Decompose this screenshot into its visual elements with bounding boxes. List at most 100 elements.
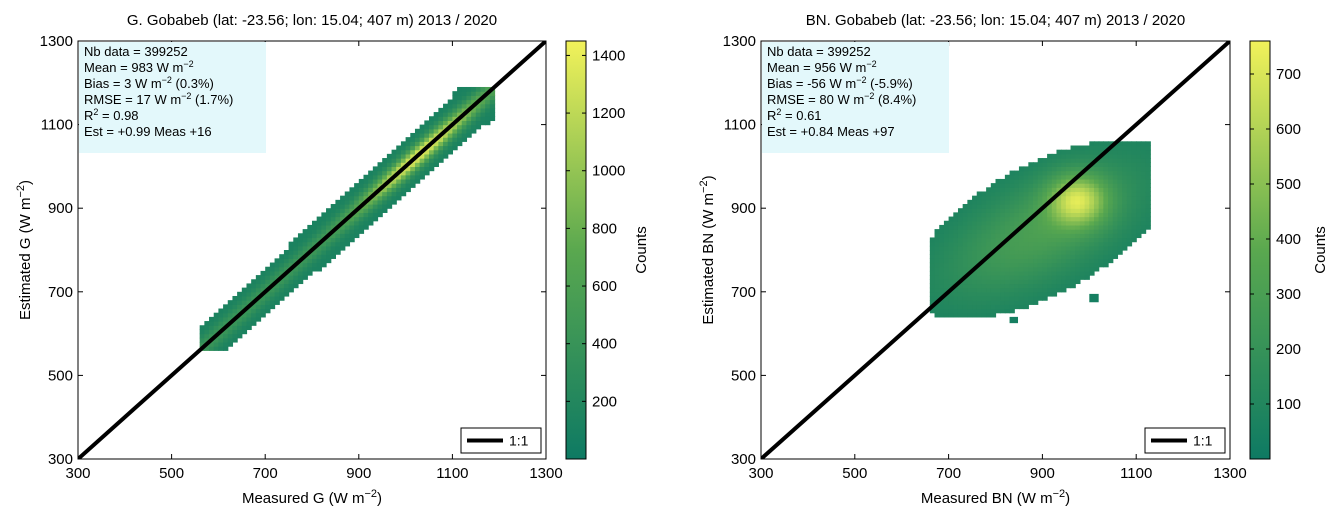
density-cell xyxy=(934,295,940,301)
density-cell xyxy=(1084,266,1090,272)
density-cell xyxy=(1051,199,1058,205)
density-cell xyxy=(391,191,397,197)
density-cell xyxy=(386,166,393,172)
density-cell xyxy=(1047,208,1053,213)
density-cell xyxy=(981,229,987,234)
density-cell xyxy=(990,258,997,264)
density-cell xyxy=(377,208,383,213)
density-cell xyxy=(246,308,252,314)
density-cell xyxy=(372,212,379,218)
density-cell xyxy=(1070,199,1076,205)
density-cell xyxy=(953,287,959,293)
density-cell xyxy=(1014,245,1020,251)
stat-bias-pct: (-5.9%) xyxy=(866,76,912,91)
density-heatmap xyxy=(929,141,1151,324)
density-cell xyxy=(1117,187,1123,193)
density-cell xyxy=(405,166,411,172)
density-cell xyxy=(1051,178,1058,184)
density-cell xyxy=(1117,233,1123,239)
density-cell xyxy=(279,262,285,268)
density-cell xyxy=(976,191,983,197)
density-cell xyxy=(386,183,393,188)
density-cell xyxy=(414,178,421,184)
density-cell xyxy=(1126,153,1133,159)
density-cell xyxy=(995,262,1001,268)
density-cell xyxy=(227,333,234,339)
density-cell xyxy=(1061,158,1067,163)
density-cell xyxy=(1084,216,1090,222)
density-cell xyxy=(1075,250,1081,255)
density-cell xyxy=(1131,187,1137,193)
colorbar-tick-label: 700 xyxy=(1276,66,1301,83)
density-cell xyxy=(1023,258,1029,264)
density-cell xyxy=(1117,195,1123,201)
density-cell xyxy=(957,312,964,318)
density-cell xyxy=(1023,304,1029,310)
density-cell xyxy=(967,212,973,218)
density-cell xyxy=(443,132,449,138)
density-cell xyxy=(1108,241,1114,247)
density-cell xyxy=(1136,174,1142,180)
density-cell xyxy=(400,170,407,176)
density-cell xyxy=(1070,270,1076,276)
density-cell xyxy=(1131,174,1137,180)
density-cell xyxy=(995,208,1001,213)
density-cell xyxy=(340,224,346,230)
density-cell xyxy=(354,204,360,209)
density-cell xyxy=(943,224,950,230)
density-cell xyxy=(1018,254,1025,259)
density-cell xyxy=(1093,166,1100,172)
density-cell xyxy=(990,212,997,218)
density-cell xyxy=(335,250,341,255)
density-cell xyxy=(962,312,968,318)
density-cell xyxy=(1112,229,1119,234)
density-cell xyxy=(1056,174,1062,180)
density-cell xyxy=(302,250,308,255)
density-cell xyxy=(1098,183,1104,188)
density-cell xyxy=(962,229,968,234)
density-cell xyxy=(1140,191,1147,197)
density-cell xyxy=(1037,287,1043,293)
density-cell xyxy=(1042,279,1048,285)
density-cell xyxy=(209,316,215,322)
density-cell xyxy=(990,308,997,314)
density-cell xyxy=(1079,229,1086,234)
density-cell xyxy=(986,258,992,264)
density-cell xyxy=(995,275,1001,280)
density-cell xyxy=(981,204,987,209)
density-cell xyxy=(372,208,379,213)
density-cell xyxy=(990,229,997,234)
density-cell xyxy=(1000,199,1006,205)
density-cell xyxy=(1042,275,1048,280)
density-cell xyxy=(929,266,936,272)
density-cell xyxy=(1140,141,1147,147)
density-cell xyxy=(1112,199,1119,205)
density-cell xyxy=(424,170,430,176)
density-cell xyxy=(335,216,341,222)
density-cell xyxy=(1061,195,1067,201)
density-cell xyxy=(943,262,950,268)
density-cell xyxy=(1028,300,1034,305)
density-cell xyxy=(981,300,987,305)
density-cell xyxy=(986,275,992,280)
density-cell xyxy=(1126,141,1133,147)
density-cell xyxy=(986,266,992,272)
density-cell xyxy=(1033,187,1039,193)
density-cell xyxy=(929,291,936,297)
density-cell xyxy=(1023,174,1029,180)
density-cell xyxy=(1136,187,1142,193)
density-cell xyxy=(939,283,945,289)
density-cell xyxy=(363,216,369,222)
x-tick-label: 1300 xyxy=(1213,465,1246,482)
density-cell xyxy=(981,237,987,243)
density-cell xyxy=(1047,275,1053,280)
density-cell xyxy=(335,204,341,209)
density-cell xyxy=(934,283,940,289)
density-cell xyxy=(419,141,425,147)
density-cell xyxy=(269,262,276,268)
density-cell xyxy=(1065,204,1072,209)
density-cell xyxy=(475,107,482,113)
colorbar-tick-label: 100 xyxy=(1276,396,1301,413)
density-cell xyxy=(386,170,393,176)
density-cell xyxy=(1004,208,1011,213)
